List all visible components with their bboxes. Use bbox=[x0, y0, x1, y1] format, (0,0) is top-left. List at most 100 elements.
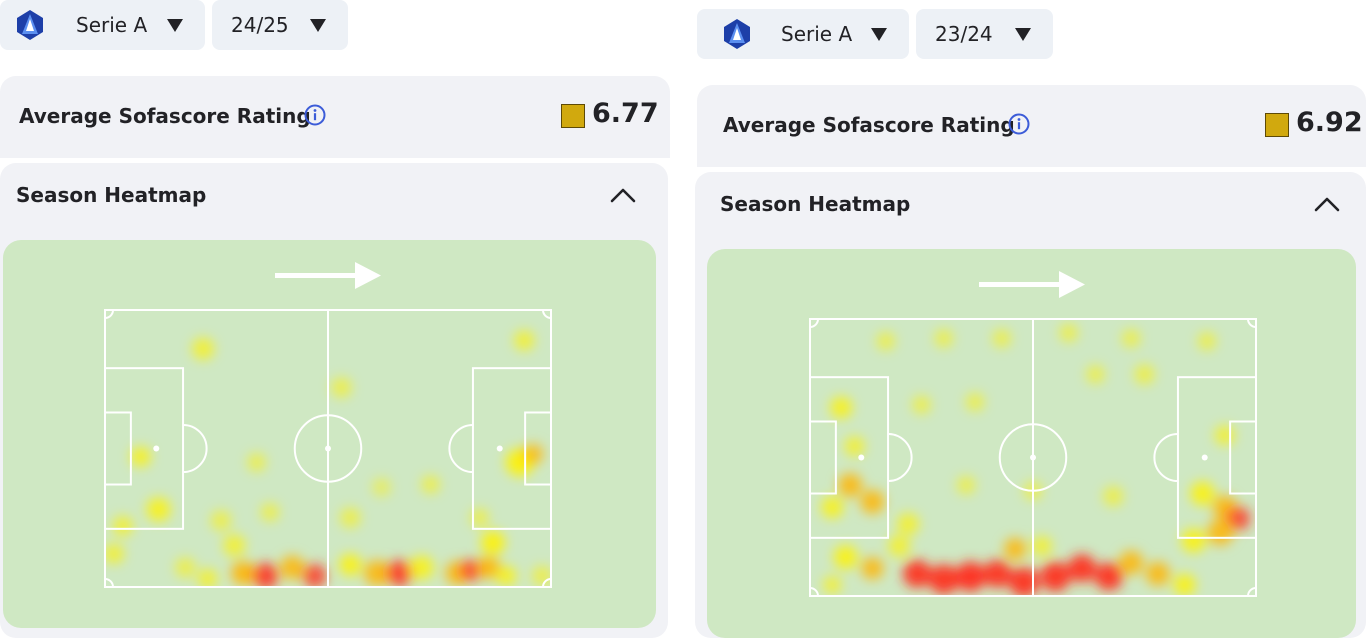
heat-blob bbox=[861, 557, 884, 580]
heat-blob bbox=[830, 396, 853, 419]
heat-blob bbox=[821, 496, 844, 519]
heat-blob bbox=[130, 446, 151, 467]
heat-blob bbox=[833, 545, 858, 570]
heat-blob bbox=[1040, 561, 1071, 592]
heat-blob bbox=[532, 565, 551, 586]
rating-color-swatch bbox=[561, 104, 585, 128]
rating-label: Average Sofascore Rating bbox=[19, 104, 311, 128]
arrow-right-icon bbox=[979, 271, 1085, 298]
caret-down-icon bbox=[871, 28, 887, 41]
heat-blob bbox=[331, 377, 352, 398]
heatmap-title: Season Heatmap bbox=[720, 192, 911, 216]
heat-blob bbox=[1031, 536, 1052, 557]
heat-blob bbox=[1190, 481, 1215, 506]
heat-blob bbox=[860, 489, 885, 514]
competition-label: Serie A bbox=[76, 13, 148, 37]
serie-a-logo-icon bbox=[17, 10, 43, 40]
heat-blob bbox=[912, 395, 931, 414]
heatmap-pitch bbox=[707, 249, 1356, 638]
heat-blob bbox=[838, 473, 863, 498]
heatmap-layer bbox=[809, 318, 1258, 597]
heat-blob bbox=[247, 453, 266, 472]
heat-blob bbox=[1004, 537, 1027, 560]
heat-blob bbox=[955, 561, 986, 592]
heatmap-pitch bbox=[3, 240, 656, 628]
competition-dropdown[interactable]: Serie A bbox=[697, 9, 909, 59]
heat-blob bbox=[876, 332, 895, 351]
heat-blob bbox=[523, 444, 544, 465]
heat-blob bbox=[957, 476, 976, 495]
pitch-lines bbox=[104, 309, 553, 588]
season-dropdown[interactable]: 23/24 bbox=[916, 9, 1053, 59]
heat-blob bbox=[372, 478, 391, 497]
pitch-spots bbox=[858, 454, 1208, 461]
competition-label: Serie A bbox=[781, 22, 853, 46]
chevron-up-icon[interactable] bbox=[610, 187, 636, 203]
heat-blob bbox=[992, 329, 1011, 348]
average-rating-card: Average Sofascore Rating 6.92 bbox=[697, 85, 1366, 167]
caret-down-icon bbox=[310, 19, 326, 32]
heat-blob bbox=[823, 575, 842, 594]
pitch-spots bbox=[153, 445, 503, 452]
heat-blob bbox=[966, 393, 985, 412]
heat-blob bbox=[210, 510, 231, 531]
heat-blob bbox=[112, 516, 133, 537]
heat-blob bbox=[223, 534, 246, 557]
heat-blob bbox=[1226, 506, 1251, 531]
heat-blob bbox=[903, 559, 932, 588]
rating-value: 6.92 bbox=[1296, 107, 1363, 138]
heat-blob bbox=[280, 555, 305, 580]
heatmap-layer bbox=[104, 309, 553, 588]
chevron-up-icon[interactable] bbox=[1314, 196, 1340, 212]
heat-blob bbox=[231, 561, 256, 586]
heat-blob bbox=[261, 503, 280, 522]
heat-blob bbox=[197, 568, 218, 587]
rating-value: 6.77 bbox=[592, 98, 659, 129]
heat-blob bbox=[1145, 561, 1170, 586]
heat-blob bbox=[1122, 329, 1141, 348]
heat-blob bbox=[1197, 332, 1216, 351]
heat-blob bbox=[340, 507, 361, 528]
heat-blob bbox=[386, 560, 413, 587]
heat-blob bbox=[105, 543, 124, 564]
heat-blob bbox=[364, 560, 391, 587]
heat-blob bbox=[928, 564, 959, 595]
season-heatmap-card: Season Heatmap bbox=[695, 172, 1366, 638]
heat-blob bbox=[496, 565, 517, 586]
heat-blob bbox=[888, 535, 911, 558]
heat-blob bbox=[421, 475, 440, 494]
heat-blob bbox=[481, 530, 506, 555]
rating-label: Average Sofascore Rating bbox=[723, 113, 1015, 137]
heat-blob bbox=[1009, 567, 1040, 596]
info-icon[interactable] bbox=[1008, 113, 1030, 135]
heat-blob bbox=[844, 436, 865, 457]
serie-a-logo-icon bbox=[724, 19, 750, 49]
heat-blob bbox=[1103, 486, 1124, 507]
heat-blob bbox=[1094, 562, 1123, 591]
arrow-right-icon bbox=[275, 262, 381, 289]
heat-blob bbox=[146, 497, 171, 522]
heat-blob bbox=[252, 562, 279, 587]
heat-blob bbox=[1119, 550, 1144, 575]
caret-down-icon bbox=[167, 19, 183, 32]
heatmap-title: Season Heatmap bbox=[16, 183, 207, 207]
season-label: 24/25 bbox=[231, 13, 289, 37]
heat-blob bbox=[1068, 554, 1097, 583]
heat-blob bbox=[175, 557, 196, 578]
heat-blob bbox=[459, 559, 482, 582]
season-label: 23/24 bbox=[935, 22, 993, 46]
heat-blob bbox=[470, 508, 489, 527]
season-dropdown[interactable]: 24/25 bbox=[212, 0, 348, 50]
heat-blob bbox=[339, 553, 362, 576]
competition-dropdown[interactable]: Serie A bbox=[0, 0, 205, 50]
info-icon[interactable] bbox=[304, 104, 326, 126]
heat-blobs bbox=[105, 330, 551, 587]
caret-down-icon bbox=[1015, 28, 1031, 41]
heat-blob bbox=[1086, 365, 1105, 384]
heat-blob bbox=[192, 337, 215, 360]
heat-blob bbox=[1173, 573, 1196, 596]
season-heatmap-card: Season Heatmap bbox=[0, 163, 668, 638]
rating-color-swatch bbox=[1265, 113, 1289, 137]
heat-blob bbox=[409, 555, 434, 580]
average-rating-card: Average Sofascore Rating 6.77 bbox=[0, 76, 670, 158]
